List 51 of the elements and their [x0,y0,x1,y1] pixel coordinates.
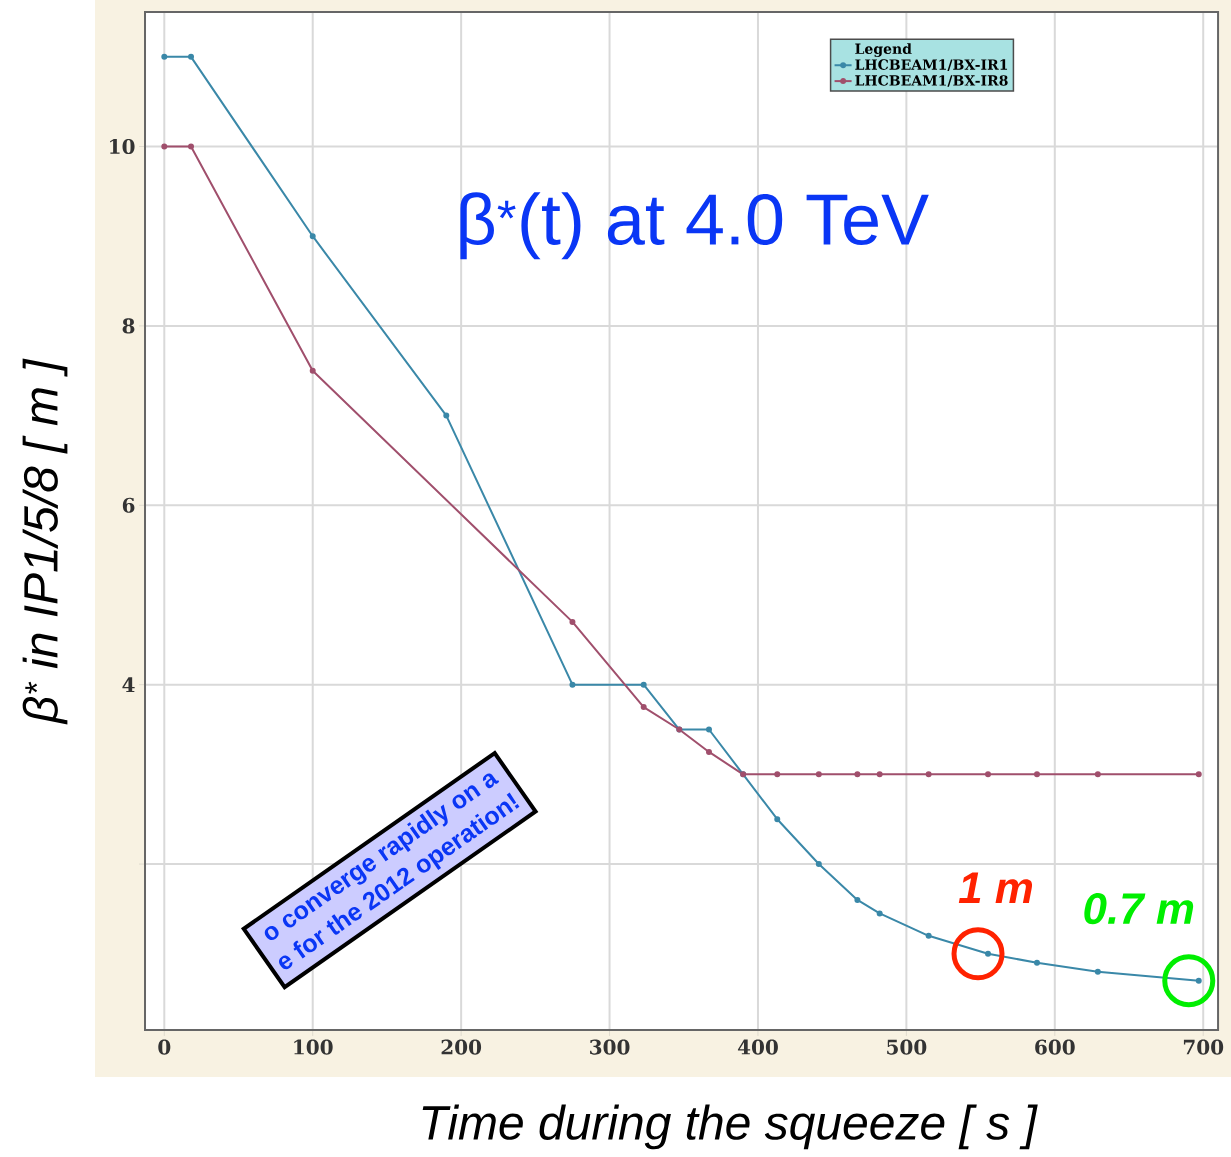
point [854,896,861,903]
point [188,143,195,150]
y-tick-label: 10 [110,138,135,155]
point [876,910,883,917]
point [774,771,781,778]
y-axis-title: β$^{*}$ in IP1/5/8 [ m ] [22,358,68,725]
x-tick-label: 700 [1183,1039,1224,1055]
point [815,771,822,778]
point [640,704,647,711]
point [925,932,932,939]
legend-label: LHCBEAM1/BX-IR8 [855,75,1008,87]
text: β$^{*}$(t) at 4.0 TeV [460,192,929,260]
point [443,412,450,419]
point [569,681,576,688]
point [705,748,712,755]
y-tick-label: 6 [122,497,135,513]
legend-title: Legend [855,43,912,57]
y-tick-label: 4 [122,677,135,693]
point [854,771,861,778]
point [1195,771,1202,778]
point [876,771,883,778]
y-tick-label: 8 [122,318,135,334]
x-tick-label: 400 [737,1039,778,1055]
point [1033,959,1040,966]
point [1094,968,1101,975]
x-tick-label: 300 [590,1039,630,1055]
annotation: 1 m [958,872,1033,903]
point [161,53,168,60]
point [161,143,168,150]
point [309,233,316,240]
x-tick-label: 100 [294,1039,333,1055]
point [1094,771,1101,778]
point [815,861,822,868]
point [1195,977,1202,984]
point [985,950,992,957]
x-tick-label: 500 [887,1039,927,1055]
point [705,726,712,733]
point [640,681,647,688]
x-tick-label: 600 [1035,1039,1075,1055]
annotation: 0.7 m [1084,893,1194,925]
x-axis-title: Time during the squeeze [ s ] [422,1104,1038,1150]
point [188,53,195,60]
legend-label: LHCBEAM1/BX-IR1 [855,59,1008,71]
point [309,367,316,374]
point [1033,771,1040,778]
x-tick-label: 0 [158,1039,171,1055]
point [774,816,781,823]
point [985,771,992,778]
point [569,618,576,625]
x-tick-label: 200 [441,1039,482,1055]
point [925,771,932,778]
